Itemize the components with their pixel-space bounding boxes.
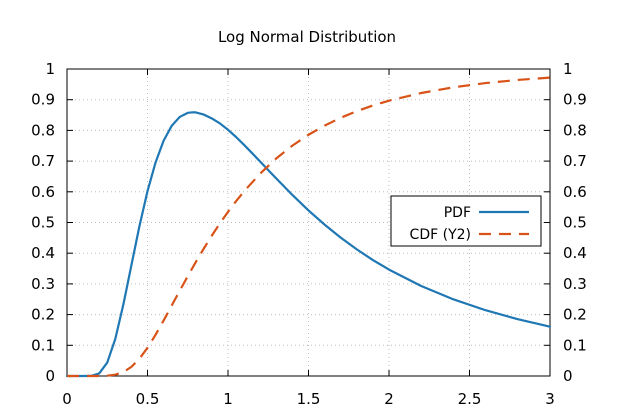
- y2-tick-label: 0.3: [563, 275, 587, 293]
- y-tick-label: 1: [45, 60, 55, 78]
- y2-tick-label: 0.5: [563, 214, 587, 232]
- y2-tick-label: 0.6: [563, 183, 587, 201]
- series-line-pdf: [65, 111, 552, 378]
- y-tick-label: 0.7: [31, 152, 55, 170]
- y2-tick-label: 0.7: [563, 152, 587, 170]
- y-tick-label: 0.9: [31, 91, 55, 109]
- legend: PDF CDF (Y2): [390, 195, 542, 247]
- legend-box: [390, 195, 542, 247]
- x-tick-label: 0.5: [136, 390, 160, 408]
- y2-tick-label: 0: [563, 367, 573, 385]
- y-tick-label: 0.4: [31, 244, 55, 262]
- axes: 0 0.5 1 1.5 2 2.5 300.10.20.30.40.50.60.70.80.…: [31, 60, 587, 408]
- x-tick-label: 1: [223, 390, 233, 408]
- y2-tick-label: 0.9: [563, 91, 587, 109]
- x-tick-label: 2.5: [458, 390, 482, 408]
- y2-tick-label: 0.1: [563, 336, 587, 354]
- x-tick-label: 2: [384, 390, 394, 408]
- legend-label: PDF: [444, 205, 471, 221]
- y-tick-label: 0.2: [31, 306, 55, 324]
- series-line-cdf: [67, 76, 551, 378]
- y-tick-label: 0.5: [31, 214, 55, 232]
- y2-tick-label: 0.2: [563, 306, 587, 324]
- y2-tick-label: 0.8: [563, 121, 587, 139]
- chart-title: Log Normal Distribution: [218, 28, 396, 46]
- y2-tick-label: 1: [563, 60, 573, 78]
- legend-label: CDF (Y2): [410, 227, 471, 243]
- y-tick-label: 0.6: [31, 183, 55, 201]
- y2-tick-label: 0.4: [563, 244, 587, 262]
- x-tick-label: 1.5: [297, 390, 321, 408]
- y-tick-label: 0.3: [31, 275, 55, 293]
- x-tick-label: 3: [545, 390, 555, 408]
- y-tick-label: 0: [45, 367, 55, 385]
- y-tick-label: 0.1: [31, 336, 55, 354]
- x-tick-label: 0: [62, 390, 72, 408]
- y-tick-label: 0.8: [31, 121, 55, 139]
- series-layer: [65, 76, 552, 378]
